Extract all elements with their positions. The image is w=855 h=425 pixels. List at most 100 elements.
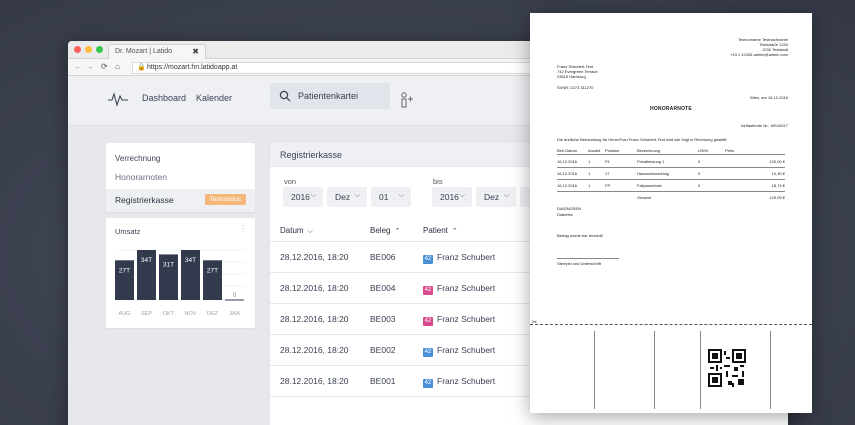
patient-name: Franz Schubert bbox=[437, 376, 496, 386]
patient-name: Franz Schubert bbox=[437, 314, 496, 324]
bis-label: bis bbox=[433, 177, 443, 186]
patient-id-badge: 42 bbox=[423, 348, 433, 357]
honorarnote-document: Testvorname Testnachname Teststraße 1234… bbox=[530, 13, 812, 413]
close-window-button[interactable] bbox=[74, 46, 81, 53]
invoice-column-header: Position bbox=[605, 148, 620, 153]
chevron-down-icon: ⌵ bbox=[398, 192, 404, 199]
url-input[interactable]: 🔒 https://mozart.hn.latidoapp.at bbox=[132, 62, 592, 74]
patientenkartei-search[interactable]: Patientenkartei bbox=[270, 83, 390, 109]
invoice-rule bbox=[557, 154, 785, 155]
row-beleg: BE003 bbox=[370, 314, 396, 324]
slip-divider bbox=[594, 331, 595, 409]
svnr: SVNR: 2273 311270 bbox=[557, 85, 594, 90]
row-patient[interactable]: 42 Franz Schubert bbox=[423, 345, 495, 357]
row-patient[interactable]: 42 Franz Schubert bbox=[423, 314, 495, 326]
reload-icon[interactable]: ⟳ bbox=[101, 62, 108, 71]
verrechnung-heading: Verrechnung bbox=[115, 154, 161, 163]
tab-title: Dr. Mozart | Latido bbox=[115, 48, 173, 55]
chart-tick-label: AUG bbox=[119, 311, 131, 317]
chevron-down-icon: ⌵ bbox=[310, 192, 316, 199]
chart-data-label: 27T bbox=[119, 267, 130, 274]
column-header-datum[interactable]: Datum ⌵ bbox=[280, 226, 313, 236]
cut-line bbox=[530, 324, 812, 325]
lock-icon: 🔒 bbox=[137, 64, 146, 71]
patient-id-badge: 42 bbox=[423, 286, 433, 295]
sender-line: 1030 Teststadt bbox=[762, 47, 788, 52]
invoice-rule bbox=[557, 179, 785, 180]
minimize-window-button[interactable] bbox=[85, 46, 92, 53]
more-options-icon[interactable]: ⋮ bbox=[239, 224, 247, 233]
total-value: 129,09 € bbox=[769, 195, 785, 200]
table-row[interactable]: 28.12.2016, 18:20 BE006 42 Franz Schubert bbox=[270, 242, 788, 273]
beleg-header-label: Beleg bbox=[370, 226, 391, 235]
chevron-down-icon: ⌵ bbox=[354, 192, 360, 199]
invoice-cell: 1 bbox=[588, 171, 591, 176]
sidebar-item-honorarnoten[interactable]: Honorarnoten bbox=[115, 172, 167, 182]
verrechnung-menu: Verrechnung Honorarnoten Registrierkasse… bbox=[106, 143, 255, 212]
home-icon[interactable]: ⌂ bbox=[115, 62, 120, 71]
chart-data-label: 27T bbox=[207, 267, 218, 274]
recipient-line: Franz Schubert-Test bbox=[557, 64, 594, 69]
row-patient[interactable]: 42 Franz Schubert bbox=[423, 252, 495, 264]
column-header-patient[interactable]: Patient ⌃ bbox=[423, 226, 458, 235]
invoice-intro: Die ärztliche Behandlung für Herrn/Frau … bbox=[557, 137, 728, 142]
scissors-icon: ✂ bbox=[532, 320, 538, 326]
row-datum: 28.12.2016, 18:20 bbox=[280, 252, 349, 262]
row-datum: 28.12.2016, 18:20 bbox=[280, 283, 349, 293]
invoice-number: fortlaufende Nr.: NEU0017 bbox=[741, 123, 788, 128]
invoice-column-header: Preis bbox=[725, 148, 735, 153]
row-beleg: BE002 bbox=[370, 345, 396, 355]
invoice-cell: Privatleistung 1 bbox=[637, 159, 665, 164]
chevron-down-icon: ⌵ bbox=[503, 192, 509, 199]
back-arrow-icon[interactable]: ← bbox=[74, 62, 82, 71]
chart-data-label: 31T bbox=[163, 261, 174, 268]
total-label: Gesamt bbox=[637, 195, 652, 200]
invoice-cell: P1 bbox=[605, 159, 610, 164]
signature-label: Stempel und Unterschrift bbox=[557, 261, 602, 266]
signature-line bbox=[557, 258, 619, 259]
row-divider bbox=[270, 303, 788, 304]
invoice-column-header: Anzahl bbox=[588, 148, 601, 153]
chart-tick-label: SEP bbox=[141, 311, 152, 317]
invoice-cell: 18,74 € bbox=[771, 183, 785, 188]
patient-id-badge: 42 bbox=[423, 379, 433, 388]
patient-name: Franz Schubert bbox=[437, 345, 496, 355]
row-divider bbox=[270, 272, 788, 273]
table-row[interactable]: 28.12.2016, 18:20 BE004 42 Franz Schubert bbox=[270, 273, 788, 304]
slip-divider bbox=[770, 331, 771, 409]
invoice-cell: 0 bbox=[698, 183, 701, 188]
table-row[interactable]: 28.12.2016, 18:20 BE001 42 Franz Schubert bbox=[270, 366, 788, 397]
add-patient-icon[interactable] bbox=[400, 92, 414, 108]
invoice-cell: 10,30 € bbox=[771, 171, 785, 176]
bis-year-select[interactable]: 2016 ⌵ bbox=[432, 187, 472, 207]
latido-logo-icon[interactable] bbox=[108, 91, 128, 107]
chevron-down-icon: ⌵ bbox=[459, 192, 465, 199]
invoice-cell: 0 bbox=[698, 171, 701, 176]
row-patient[interactable]: 42 Franz Schubert bbox=[423, 283, 495, 295]
slip-divider bbox=[654, 331, 655, 409]
bis-month-select[interactable]: Dez ⌵ bbox=[476, 187, 516, 207]
von-year-select[interactable]: 2016 ⌵ bbox=[283, 187, 323, 207]
table-row[interactable]: 28.12.2016, 18:20 BE003 42 Franz Schubert bbox=[270, 304, 788, 335]
invoice-column-header: USt% bbox=[698, 148, 709, 153]
sidebar-item-registrierkasse-label[interactable]: Registrierkasse bbox=[115, 195, 174, 205]
browser-tab[interactable]: Dr. Mozart | Latido ✖ bbox=[108, 44, 206, 59]
chart-tick-label: DEZ bbox=[207, 311, 219, 317]
column-header-beleg[interactable]: Beleg ⌃ bbox=[370, 226, 400, 235]
chart-tick-label: OKT bbox=[163, 311, 175, 317]
von-month-select[interactable]: Dez ⌵ bbox=[327, 187, 367, 207]
close-tab-icon[interactable]: ✖ bbox=[192, 47, 199, 56]
row-divider bbox=[270, 396, 788, 397]
sort-asc-icon: ⌃ bbox=[451, 228, 458, 235]
forward-arrow-icon[interactable]: → bbox=[86, 62, 94, 71]
von-day-select[interactable]: 01 ⌵ bbox=[371, 187, 411, 207]
chart-bar-sep bbox=[137, 250, 156, 300]
maximize-window-button[interactable] bbox=[96, 46, 103, 53]
table-row[interactable]: 28.12.2016, 18:20 BE002 42 Franz Schubert bbox=[270, 335, 788, 366]
bis-year-value: 2016 bbox=[440, 192, 459, 202]
nav-kalender[interactable]: Kalender bbox=[196, 93, 233, 103]
invoice-column-header: Beh.Datum bbox=[557, 148, 578, 153]
row-patient[interactable]: 42 Franz Schubert bbox=[423, 376, 495, 388]
nav-dashboard[interactable]: Dashboard bbox=[142, 93, 187, 103]
document-title: HONORARNOTE bbox=[650, 106, 692, 112]
